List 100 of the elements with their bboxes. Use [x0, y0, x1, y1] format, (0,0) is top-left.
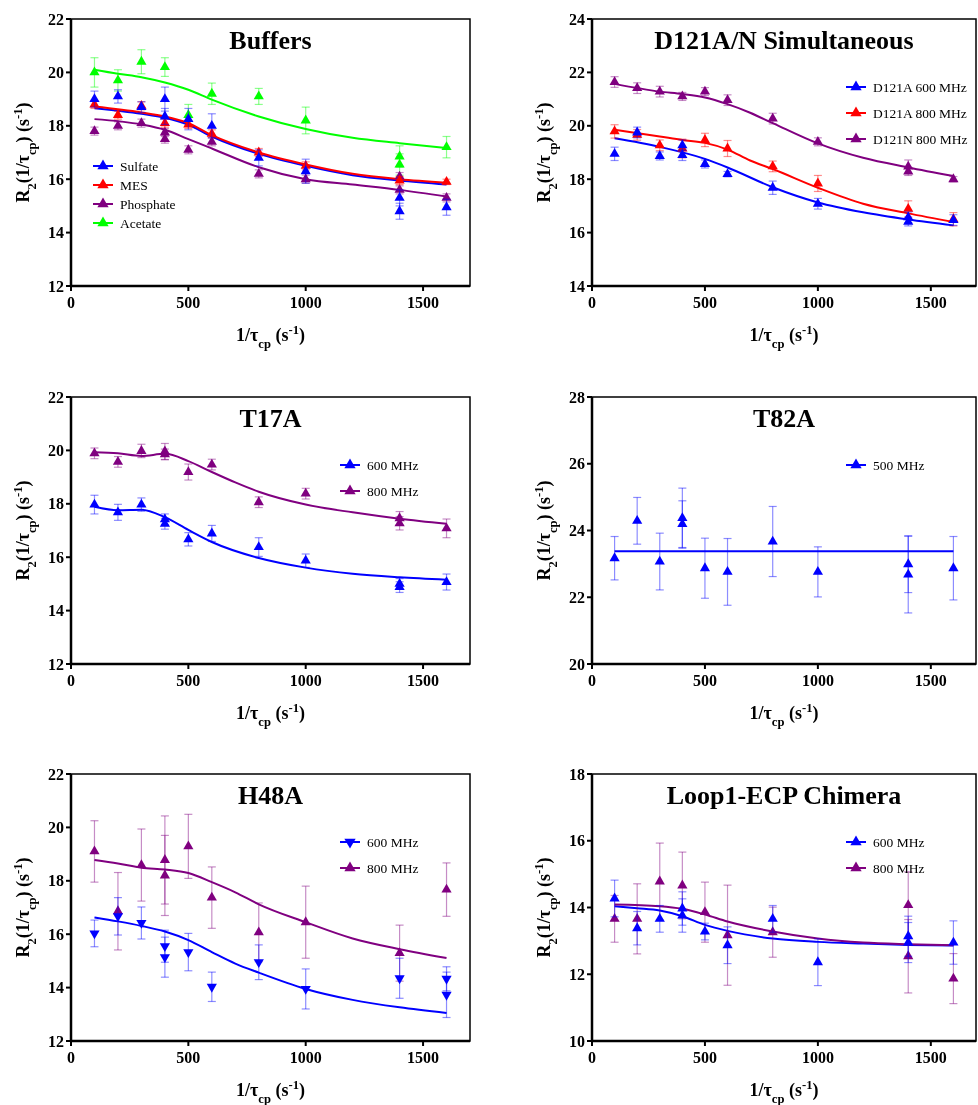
point [948, 562, 959, 572]
point [699, 134, 711, 143]
point [632, 912, 643, 922]
y-tick-label: 12 [48, 1032, 64, 1050]
y-tick-label: 12 [48, 655, 64, 673]
y-tick-label: 16 [48, 548, 64, 566]
y-tick-label: 20 [48, 441, 64, 459]
x-tick-label: 500 [692, 672, 717, 689]
point [654, 875, 665, 885]
point [609, 552, 620, 562]
y-tick-label: 18 [569, 765, 585, 783]
point [767, 912, 778, 922]
legend-label: Sulfate [120, 159, 159, 174]
y-tick-label: 16 [569, 224, 585, 242]
point [253, 90, 264, 100]
point [394, 975, 405, 985]
point [112, 74, 124, 84]
chart-title: D121A/N Simultaneous [654, 26, 914, 55]
y-tick-label: 28 [569, 388, 585, 406]
point [609, 912, 620, 922]
point [699, 562, 711, 572]
point [903, 930, 914, 940]
point [722, 929, 733, 939]
point [112, 456, 124, 465]
point [903, 950, 914, 960]
point [654, 912, 665, 922]
point [253, 959, 264, 969]
legend-label: 500 MHz [873, 458, 925, 473]
chart-title: H48A [238, 781, 304, 810]
point [441, 576, 452, 585]
point [394, 158, 405, 168]
point [441, 883, 452, 893]
point [89, 93, 100, 103]
point [112, 913, 124, 923]
point [136, 445, 147, 454]
point [632, 922, 643, 932]
chart-title: T82A [752, 404, 816, 433]
y-tick-label: 20 [569, 117, 585, 135]
point [609, 147, 620, 157]
y-tick-label: 22 [48, 388, 64, 406]
y-tick-label: 22 [48, 765, 64, 783]
y-tick-label: 20 [48, 818, 64, 836]
point [441, 975, 452, 985]
point [159, 61, 170, 70]
y-tick-label: 14 [569, 899, 585, 916]
point [112, 90, 124, 100]
point [206, 119, 217, 129]
point [159, 943, 170, 953]
x-tick-label: 0 [67, 1049, 75, 1066]
point [441, 141, 452, 151]
y-tick-label: 26 [569, 455, 585, 473]
point [948, 972, 959, 982]
point [159, 869, 170, 879]
point [903, 899, 914, 909]
y-tick-label: 24 [569, 522, 585, 539]
point [159, 854, 170, 863]
point [89, 930, 100, 940]
y-tick-label: 16 [48, 170, 64, 188]
x-tick-label: 1000 [289, 294, 322, 311]
point [812, 956, 823, 966]
y-tick-label: 20 [569, 655, 585, 673]
y-tick-label: 16 [569, 832, 585, 850]
point [300, 985, 311, 995]
point [253, 541, 264, 550]
point [253, 926, 264, 936]
y-tick-label: 14 [48, 224, 64, 242]
x-tick-label: 1500 [914, 672, 947, 689]
x-tick-label: 500 [176, 672, 201, 689]
point [159, 93, 170, 103]
point [159, 954, 170, 964]
point [767, 535, 778, 545]
point [441, 201, 452, 211]
x-tick-label: 1000 [289, 672, 322, 689]
point [89, 66, 100, 76]
chart-title: Loop1-ECP Chimera [666, 781, 902, 810]
legend-label: MES [120, 178, 148, 193]
point [677, 879, 688, 889]
x-axis-title: 1/τ$_{cp}$ (s$^{-1}$) [236, 1078, 305, 1105]
point [183, 840, 194, 850]
x-axis-title: 1/τ$_{cp}$ (s$^{-1}$) [749, 701, 819, 729]
x-tick-label: 0 [588, 294, 596, 311]
point [183, 113, 194, 123]
x-tick-label: 1000 [801, 1049, 834, 1066]
point [441, 991, 452, 1001]
x-axis-title: 1/τ$_{cp}$ (s$^{-1}$) [236, 323, 305, 351]
x-tick-label: 1500 [914, 294, 947, 311]
point [183, 533, 194, 543]
point [812, 566, 823, 575]
x-tick-label: 500 [176, 294, 201, 311]
point [300, 916, 311, 926]
legend-label: Phosphate [120, 197, 176, 212]
legend-label: D121A 600 MHz [873, 80, 967, 95]
point [767, 181, 778, 191]
y-tick-label: 16 [48, 925, 64, 943]
point [112, 506, 124, 516]
y-tick-label: 24 [569, 10, 585, 28]
point [300, 165, 311, 175]
point [812, 177, 823, 187]
x-tick-label: 1500 [914, 1049, 947, 1066]
y-tick-label: 18 [569, 170, 585, 188]
